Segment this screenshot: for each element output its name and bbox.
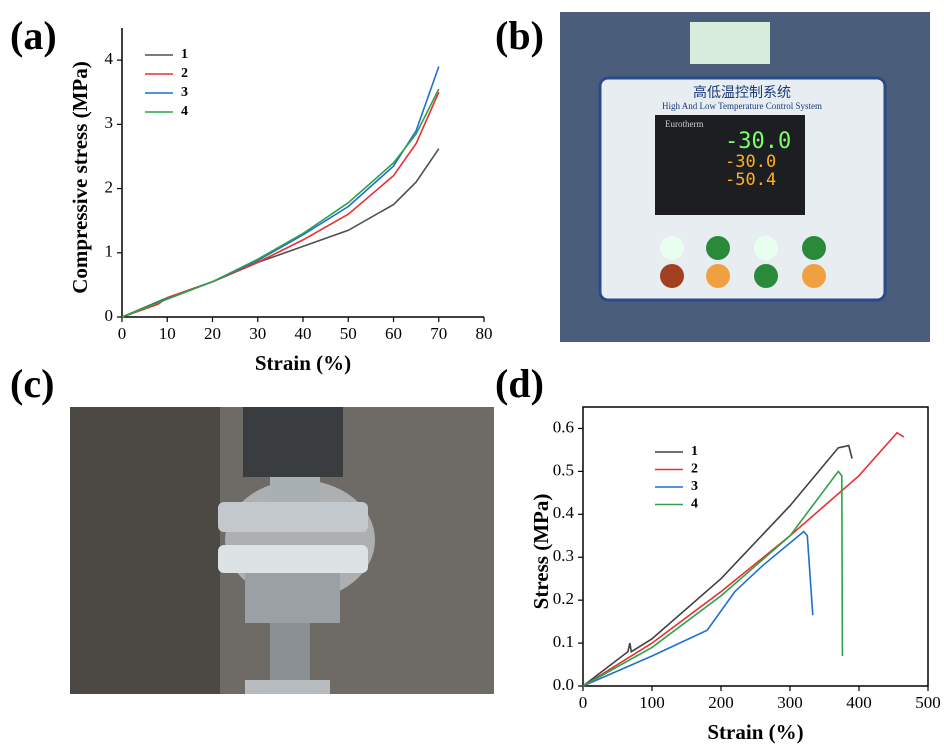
photo-text: -50.4 <box>725 170 776 190</box>
panel-label: (a) <box>10 13 57 58</box>
photo-text: -30.0 <box>725 129 791 154</box>
x-tick-label: 50 <box>340 324 357 343</box>
x-tick-label: 300 <box>777 693 803 712</box>
y-axis-label: Compressive stress (MPa) <box>68 61 92 294</box>
photo-c <box>70 407 494 694</box>
legend-label: 1 <box>691 444 698 459</box>
x-tick-label: 200 <box>708 693 734 712</box>
x-tick-label: 100 <box>639 693 665 712</box>
legend-label: 2 <box>181 66 188 81</box>
photo-text: -30.0 <box>725 152 776 172</box>
x-axis-label: Strain (%) <box>707 720 803 744</box>
legend-label: 1 <box>181 47 188 62</box>
x-tick-label: 0 <box>579 693 588 712</box>
x-tick-label: 20 <box>204 324 221 343</box>
y-tick-label: 1 <box>105 242 114 261</box>
x-tick-label: 10 <box>159 324 176 343</box>
panel-label: (d) <box>495 361 544 406</box>
y-tick-label: 0.2 <box>553 589 574 608</box>
panel-label: (b) <box>495 13 544 58</box>
y-tick-label: 4 <box>105 49 114 68</box>
y-tick-label: 3 <box>105 113 114 132</box>
data-line <box>121 66 440 318</box>
x-tick-label: 0 <box>118 324 127 343</box>
data-line <box>121 91 440 318</box>
y-tick-label: 0.4 <box>553 503 575 522</box>
legend-label: 3 <box>691 479 698 494</box>
data-line <box>121 148 440 318</box>
x-tick-label: 40 <box>295 324 312 343</box>
legend-label: 2 <box>691 462 698 477</box>
y-tick-label: 0.5 <box>553 460 574 479</box>
data-line <box>582 444 853 687</box>
legend-label: 4 <box>181 104 188 119</box>
y-tick-label: 0.0 <box>553 675 574 694</box>
y-tick-label: 0 <box>105 306 114 325</box>
panel-label: (c) <box>10 361 54 406</box>
photo-text: High And Low Temperature Control System <box>662 101 822 111</box>
y-tick-label: 0.3 <box>553 546 574 565</box>
photo-b: 高低温控制系统 High And Low Temperature Control… <box>560 12 930 342</box>
photo-text: 高低温控制系统 <box>693 84 791 101</box>
legend-label: 4 <box>691 497 698 512</box>
x-tick-label: 500 <box>915 693 941 712</box>
data-line <box>582 470 844 687</box>
plot-frame <box>582 406 929 687</box>
y-axis-label: Stress (MPa) <box>529 494 553 610</box>
legend-label: 3 <box>181 85 188 100</box>
x-tick-label: 400 <box>846 693 872 712</box>
x-tick-label: 30 <box>249 324 266 343</box>
y-tick-label: 0.6 <box>553 417 574 436</box>
x-tick-label: 70 <box>430 324 447 343</box>
data-line <box>121 88 440 318</box>
y-tick-label: 2 <box>105 177 114 196</box>
photo-text: Eurotherm <box>665 119 704 129</box>
x-tick-label: 80 <box>476 324 493 343</box>
x-axis-label: Strain (%) <box>255 351 351 375</box>
x-tick-label: 60 <box>385 324 402 343</box>
y-tick-label: 0.1 <box>553 632 574 651</box>
data-line <box>582 530 814 687</box>
